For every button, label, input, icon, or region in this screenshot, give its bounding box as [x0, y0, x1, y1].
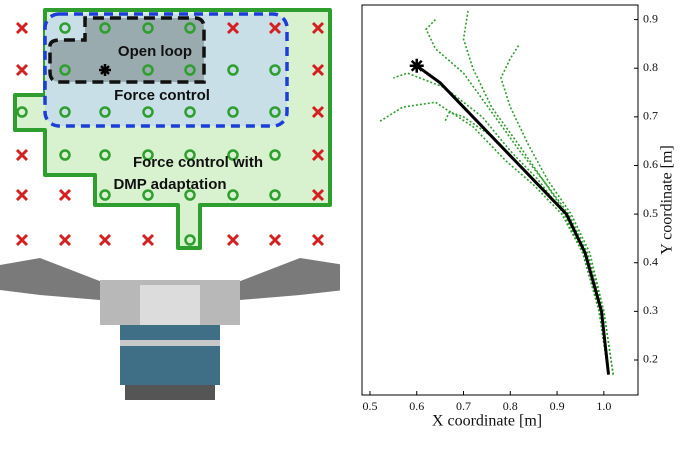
workspace-diagram: Open loop Force control Force control wi… [0, 8, 340, 400]
trial-trajectory [500, 43, 614, 375]
target-circle [184, 234, 196, 246]
target-circle [227, 149, 239, 161]
target-circle [184, 189, 196, 201]
failure-cross [311, 21, 325, 35]
x-tick-label: 0.6 [409, 399, 424, 413]
trial-trajectory [462, 9, 614, 375]
failure-cross [268, 233, 282, 247]
trial-trajectory [425, 19, 610, 375]
failure-cross [15, 21, 29, 35]
x-tick-label: 0.7 [456, 399, 471, 413]
target-circle [99, 149, 111, 161]
failure-cross [98, 233, 112, 247]
target-circle [99, 22, 111, 34]
target-circle [227, 106, 239, 118]
target-circle [184, 22, 196, 34]
target-circle [59, 149, 71, 161]
plot-frame [361, 4, 639, 396]
x-tick-label: 0.8 [503, 399, 518, 413]
failure-cross [311, 105, 325, 119]
target-circle [142, 64, 154, 76]
region-label: Open loop [118, 43, 192, 60]
failure-cross [15, 63, 29, 77]
failure-cross [226, 21, 240, 35]
y-tick-label: 0.5 [643, 206, 658, 220]
failure-cross [311, 63, 325, 77]
target-circle [59, 64, 71, 76]
y-tick-label: 0.2 [643, 352, 658, 366]
failure-cross [311, 188, 325, 202]
target-circle [142, 22, 154, 34]
failure-cross [58, 188, 72, 202]
trial-trajectory [378, 101, 610, 375]
y-tick-label: 0.8 [643, 60, 658, 74]
target-circle [269, 106, 281, 118]
x-axis-label: X coordinate [m] [432, 413, 542, 430]
failure-cross [15, 233, 29, 247]
target-circle [184, 106, 196, 118]
target-circle [269, 149, 281, 161]
x-tick-label: 1.0 [596, 399, 611, 413]
region-label: DMP adaptation [113, 176, 226, 193]
target-circle [227, 64, 239, 76]
target-circle [227, 189, 239, 201]
y-tick-label: 0.6 [643, 157, 658, 171]
target-circle [99, 106, 111, 118]
grid-markers [15, 21, 325, 247]
target-circle [269, 189, 281, 201]
target-circle [59, 106, 71, 118]
region-label: Force control with [133, 154, 263, 171]
failure-cross [311, 233, 325, 247]
target-circle [269, 64, 281, 76]
y-tick-label: 0.3 [643, 303, 658, 317]
target-circle [59, 22, 71, 34]
failure-cross [15, 148, 29, 162]
y-tick-label: 0.4 [643, 254, 658, 268]
target-circle [184, 149, 196, 161]
target-circle [142, 106, 154, 118]
failure-cross [141, 233, 155, 247]
target-circle [184, 64, 196, 76]
failure-cross [311, 148, 325, 162]
trajectory-chart: X coordinate [m] Y coordinate [m] 0.5 0.6… [361, 4, 676, 430]
y-tick-label: 0.7 [643, 109, 658, 123]
target-circle [16, 106, 28, 118]
region-label: Force control [114, 87, 210, 104]
gripper-photo [0, 258, 340, 400]
start-star [409, 58, 424, 73]
target-circle [142, 149, 154, 161]
x-tick-label: 0.9 [550, 399, 565, 413]
failure-cross [15, 188, 29, 202]
target-circle [99, 189, 111, 201]
y-tick-label: 0.9 [643, 11, 658, 25]
y-axis-label: Y coordinate [m] [659, 145, 676, 255]
target-circle [142, 189, 154, 201]
x-tick-label: 0.5 [362, 399, 377, 413]
trial-trajectory [444, 110, 610, 375]
open-loop-region [48, 16, 206, 84]
failure-cross [268, 21, 282, 35]
start-star [99, 64, 111, 76]
failure-cross [58, 233, 72, 247]
failure-cross [226, 233, 240, 247]
mean-trajectory [415, 64, 611, 375]
